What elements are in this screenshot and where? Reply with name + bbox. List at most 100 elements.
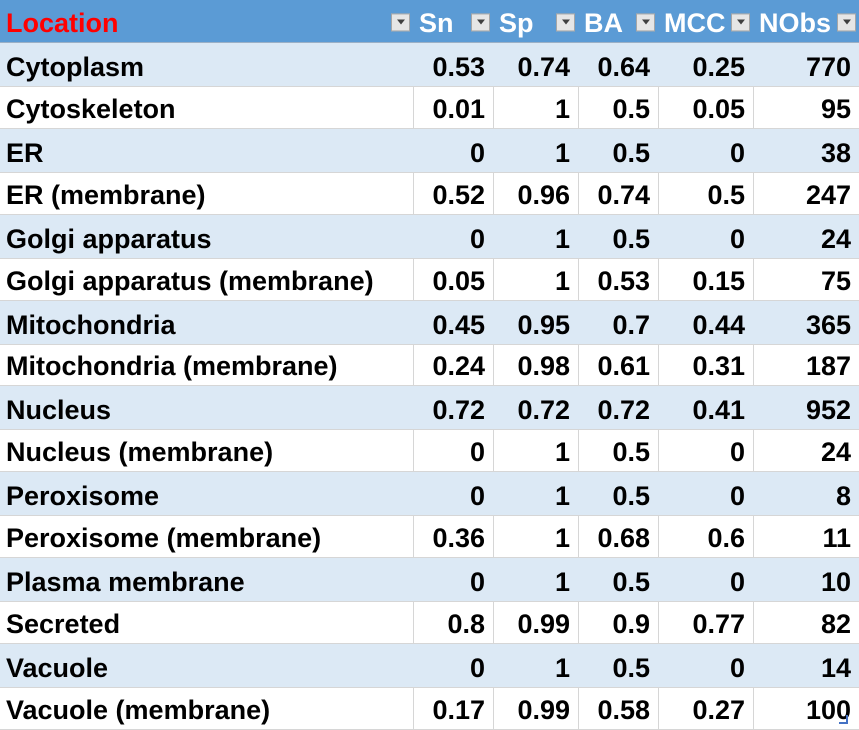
cell-ba[interactable]: 0.64 [597,51,650,82]
cell-location[interactable]: Peroxisome (membrane) [0,515,413,559]
cell-nobs[interactable]: 11 [753,515,859,559]
header-cell-sn[interactable]: Sn [413,0,493,42]
cell-sp[interactable]: 1 [554,223,570,254]
cell-ba[interactable]: 0.9 [578,601,658,645]
cell-sp[interactable]: 1 [493,515,578,559]
cell-sn[interactable]: 0 [469,137,485,168]
cell-sn[interactable]: 0.45 [432,309,485,340]
cell-nobs[interactable]: 95 [753,85,859,129]
cell-sn[interactable]: 0.05 [413,257,493,301]
cell-sp[interactable]: 0.96 [493,171,578,215]
cell-ba[interactable]: 0.74 [578,171,658,215]
cell-mcc[interactable]: 0 [658,429,753,473]
cell-sp[interactable]: 1 [554,481,570,512]
cell-location[interactable]: Golgi apparatus [6,223,212,254]
cell-nobs[interactable]: 24 [820,223,851,254]
filter-button-nobs[interactable] [837,13,856,32]
cell-ba[interactable]: 0.72 [597,395,650,426]
cell-nobs[interactable]: 75 [753,257,859,301]
cell-mcc[interactable]: 0 [729,223,745,254]
cell-nobs[interactable]: 365 [805,309,851,340]
cell-sp[interactable]: 0.98 [493,343,578,387]
cell-sp[interactable]: 0.95 [517,309,570,340]
cell-location[interactable]: Vacuole [6,653,109,683]
cell-sp[interactable]: 1 [554,653,570,683]
cell-mcc[interactable]: 0.5 [658,171,753,215]
cell-sp[interactable]: 0.72 [517,395,570,426]
cell-sn[interactable]: 0.8 [413,601,493,645]
cell-location[interactable]: Nucleus [6,395,112,426]
cell-mcc[interactable]: 0.77 [658,601,753,645]
cell-sn[interactable]: 0 [413,429,493,473]
cell-sp[interactable]: 1 [554,567,570,598]
cell-nobs[interactable]: 38 [820,137,851,168]
cell-mcc[interactable]: 0 [729,137,745,168]
cell-nobs[interactable]: 247 [753,171,859,215]
cell-ba[interactable]: 0.5 [578,85,658,129]
cell-sn[interactable]: 0.53 [432,51,485,82]
filter-button-location[interactable] [391,13,410,32]
cell-location[interactable]: Golgi apparatus (membrane) [0,257,413,301]
cell-ba[interactable]: 0.5 [578,429,658,473]
cell-sp[interactable]: 1 [554,137,570,168]
cell-location[interactable]: Mitochondria (membrane) [0,343,413,387]
cell-mcc[interactable]: 0.41 [692,395,745,426]
cell-sn[interactable]: 0.72 [432,395,485,426]
table-resize-handle[interactable] [839,715,848,724]
cell-location[interactable]: ER [6,137,44,168]
cell-nobs[interactable]: 24 [753,429,859,473]
cell-location[interactable]: Vacuole (membrane) [0,687,413,730]
cell-mcc[interactable]: 0.31 [658,343,753,387]
cell-sn[interactable]: 0 [469,223,485,254]
cell-location[interactable]: Cytoplasm [6,51,145,82]
cell-location[interactable]: Mitochondria [6,309,176,340]
header-cell-nobs[interactable]: NObs [753,0,859,42]
cell-mcc[interactable]: 0.25 [692,51,745,82]
cell-sp[interactable]: 1 [493,257,578,301]
cell-ba[interactable]: 0.7 [612,309,650,340]
cell-location[interactable]: Nucleus (membrane) [0,429,413,473]
cell-mcc[interactable]: 0.44 [692,309,745,340]
cell-mcc[interactable]: 0 [729,481,745,512]
cell-sn[interactable]: 0.36 [413,515,493,559]
header-cell-location[interactable]: Location [0,0,413,42]
filter-button-mcc[interactable] [731,13,750,32]
cell-ba[interactable]: 0.61 [578,343,658,387]
filter-button-sp[interactable] [556,13,575,32]
cell-location[interactable]: Peroxisome [6,481,160,512]
cell-nobs[interactable]: 952 [805,395,851,426]
cell-location[interactable]: ER (membrane) [0,171,413,215]
cell-sp[interactable]: 0.99 [493,687,578,730]
cell-mcc[interactable]: 0.27 [658,687,753,730]
cell-mcc[interactable]: 0 [729,653,745,683]
cell-ba[interactable]: 0.58 [578,687,658,730]
cell-nobs[interactable]: 770 [805,51,851,82]
cell-nobs[interactable]: 100 [753,687,859,730]
cell-sn[interactable]: 0 [469,653,485,683]
cell-sn[interactable]: 0 [469,481,485,512]
cell-nobs[interactable]: 14 [820,653,851,683]
cell-ba[interactable]: 0.5 [612,567,650,598]
cell-sn[interactable]: 0 [469,567,485,598]
cell-ba[interactable]: 0.5 [612,223,650,254]
cell-sn[interactable]: 0.01 [413,85,493,129]
cell-ba[interactable]: 0.68 [578,515,658,559]
cell-ba[interactable]: 0.5 [612,137,650,168]
cell-ba[interactable]: 0.5 [612,653,650,683]
filter-button-sn[interactable] [471,13,490,32]
cell-sp[interactable]: 1 [493,429,578,473]
header-cell-sp[interactable]: Sp [493,0,578,42]
cell-mcc[interactable]: 0.6 [658,515,753,559]
cell-sn[interactable]: 0.17 [413,687,493,730]
cell-ba[interactable]: 0.5 [612,481,650,512]
cell-mcc[interactable]: 0.15 [658,257,753,301]
cell-mcc[interactable]: 0.05 [658,85,753,129]
cell-nobs[interactable]: 10 [820,567,851,598]
filter-button-ba[interactable] [636,13,655,32]
cell-mcc[interactable]: 0 [729,567,745,598]
cell-sp[interactable]: 1 [493,85,578,129]
cell-location[interactable]: Secreted [0,601,413,645]
cell-sn[interactable]: 0.24 [413,343,493,387]
cell-nobs[interactable]: 187 [753,343,859,387]
cell-nobs[interactable]: 8 [835,481,851,512]
